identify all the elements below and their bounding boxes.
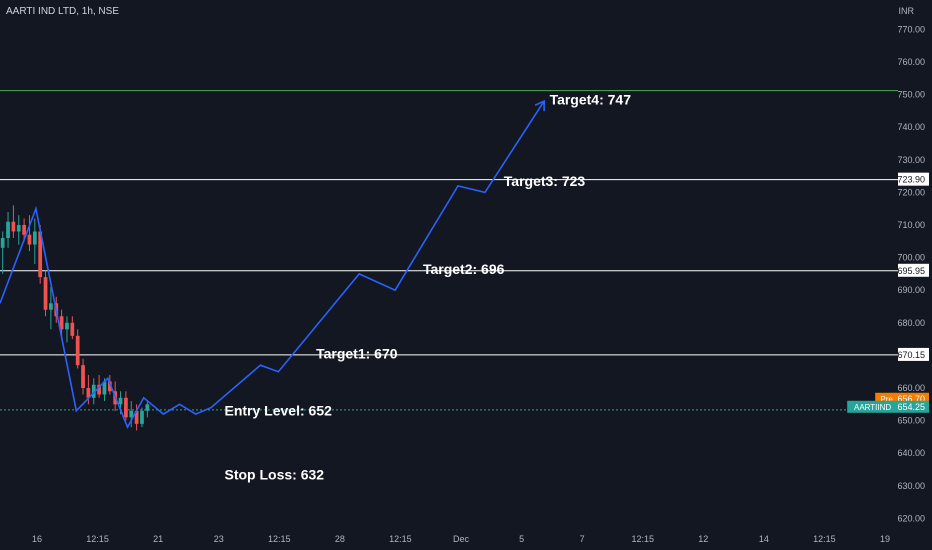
x-tick-label: Dec: [453, 534, 470, 544]
badge-label: AARTIIND: [854, 403, 891, 412]
x-tick-label: 28: [335, 534, 345, 544]
badge-label: Pre: [880, 395, 893, 404]
y-tick-label: 740.00: [897, 122, 925, 132]
candle-body: [22, 224, 26, 235]
candle-body: [49, 303, 53, 310]
candle-body: [140, 410, 144, 424]
price-badges: Pre 656.70 AARTIIND 654.25: [847, 392, 929, 413]
x-tick-label: 7: [580, 534, 585, 544]
projection-line: [0, 100, 545, 429]
x-tick-label: 12:15: [86, 534, 109, 544]
candle-body: [81, 365, 85, 389]
level-lines: [0, 90, 898, 411]
y-tick-label: 770.00: [897, 24, 925, 34]
x-tick-label: 14: [759, 534, 769, 544]
level-price-tag: [898, 347, 929, 361]
candle-body: [43, 277, 48, 310]
y-tick-label: 750.00: [897, 90, 925, 100]
candle-body: [118, 397, 123, 405]
y-tick-label: 730.00: [897, 155, 925, 165]
x-tick-label: 16: [32, 534, 42, 544]
badge-price: 656.70: [897, 394, 925, 404]
y-tick-label: 620.00: [897, 513, 925, 523]
y-tick-label: 720.00: [897, 187, 925, 197]
annotations: Target4: 747 Target3: 723 Target2: 696 Targ…: [225, 91, 632, 482]
level-price-text: 695.95: [897, 266, 925, 276]
candle-body: [75, 335, 80, 366]
time-axis[interactable]: 16 12:15 21 23 12:15 28 12:15 Dec 5 7 12:15 12 14 12:…: [32, 534, 890, 544]
x-tick-label: 12: [698, 534, 708, 544]
projection-path: [0, 99, 546, 429]
symbol-title[interactable]: AARTI IND LTD, 1h, NSE: [6, 6, 119, 17]
level-price-tag: [898, 263, 929, 277]
projection-arrowhead: [534, 99, 546, 112]
level-price-text: 670.15: [897, 350, 925, 360]
y-tick-label: 690.00: [897, 285, 925, 295]
y-tick-label: 650.00: [897, 416, 925, 426]
candlestick-series: [0, 205, 150, 431]
badge-price-bg: [898, 400, 929, 413]
y-tick-label: 640.00: [897, 448, 925, 458]
currency-label: INR: [898, 6, 915, 16]
y-tick-label: 700.00: [897, 253, 925, 263]
candle-body: [70, 322, 75, 336]
y-tick-label: 710.00: [897, 220, 925, 230]
candle-body: [16, 224, 21, 232]
level-price-tag: [898, 172, 929, 186]
candle-body: [124, 397, 128, 418]
badge-label-bg: [847, 400, 898, 413]
annotation-label: Target4: 747: [550, 91, 632, 107]
annotation-label: Target2: 696: [423, 261, 505, 277]
annotation-label: Target1: 670: [316, 346, 398, 362]
candle-body: [0, 238, 5, 248]
candle-body: [129, 410, 134, 418]
y-tick-label: 630.00: [897, 481, 925, 491]
price-axis[interactable]: 620.00630.00640.00650.00660.00670.00680.…: [897, 24, 929, 523]
x-tick-label: 12:15: [631, 534, 654, 544]
x-tick-label: 12:15: [389, 534, 412, 544]
y-tick-label: 760.00: [897, 57, 925, 67]
candle-body: [32, 231, 37, 245]
candle-body: [59, 316, 64, 330]
candle-body: [134, 410, 139, 424]
candle-body: [145, 404, 150, 411]
annotation-label: Entry Level: 652: [225, 403, 333, 419]
badge-price: 654.25: [897, 402, 925, 412]
annotation-label: Stop Loss: 632: [225, 466, 325, 482]
candle-body: [107, 381, 112, 392]
candle-body: [97, 384, 101, 395]
candle-body: [6, 221, 10, 239]
annotation-label: Target3: 723: [504, 173, 586, 189]
x-tick-label: 23: [214, 534, 224, 544]
candle-body: [11, 221, 16, 232]
candle-body: [102, 381, 107, 395]
x-tick-label: 12:15: [268, 534, 291, 544]
x-tick-label: 5: [519, 534, 524, 544]
y-tick-label: 660.00: [897, 383, 925, 393]
y-tick-label: 680.00: [897, 318, 925, 328]
level-price-text: 723.90: [897, 175, 925, 185]
candle-body: [91, 384, 96, 398]
candle-body: [65, 322, 69, 330]
candle-body: [38, 231, 43, 278]
x-tick-label: 19: [880, 534, 890, 544]
candle-body: [27, 234, 32, 245]
x-tick-label: 12:15: [813, 534, 836, 544]
x-tick-label: 21: [153, 534, 163, 544]
candle-body: [86, 388, 91, 398]
